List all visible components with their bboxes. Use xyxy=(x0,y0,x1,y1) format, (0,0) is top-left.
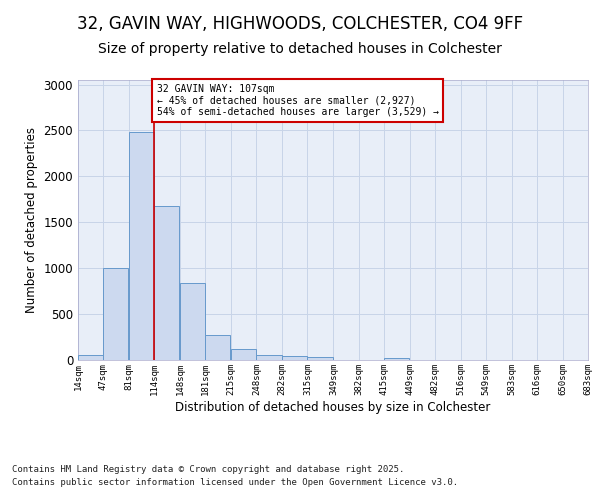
X-axis label: Distribution of detached houses by size in Colchester: Distribution of detached houses by size … xyxy=(175,400,491,413)
Bar xyxy=(383,358,409,360)
Bar xyxy=(180,283,205,360)
Text: 32 GAVIN WAY: 107sqm
← 45% of detached houses are smaller (2,927)
54% of semi-de: 32 GAVIN WAY: 107sqm ← 45% of detached h… xyxy=(157,84,439,117)
Bar xyxy=(154,206,179,360)
Bar xyxy=(129,132,154,360)
Text: 32, GAVIN WAY, HIGHWOODS, COLCHESTER, CO4 9FF: 32, GAVIN WAY, HIGHWOODS, COLCHESTER, CO… xyxy=(77,15,523,33)
Bar xyxy=(231,349,256,360)
Bar xyxy=(78,356,103,360)
Bar xyxy=(256,355,281,360)
Bar xyxy=(307,357,332,360)
Bar xyxy=(103,268,128,360)
Text: Contains public sector information licensed under the Open Government Licence v3: Contains public sector information licen… xyxy=(12,478,458,487)
Y-axis label: Number of detached properties: Number of detached properties xyxy=(25,127,38,313)
Bar xyxy=(205,335,230,360)
Text: Contains HM Land Registry data © Crown copyright and database right 2025.: Contains HM Land Registry data © Crown c… xyxy=(12,466,404,474)
Bar xyxy=(283,356,307,360)
Text: Size of property relative to detached houses in Colchester: Size of property relative to detached ho… xyxy=(98,42,502,56)
